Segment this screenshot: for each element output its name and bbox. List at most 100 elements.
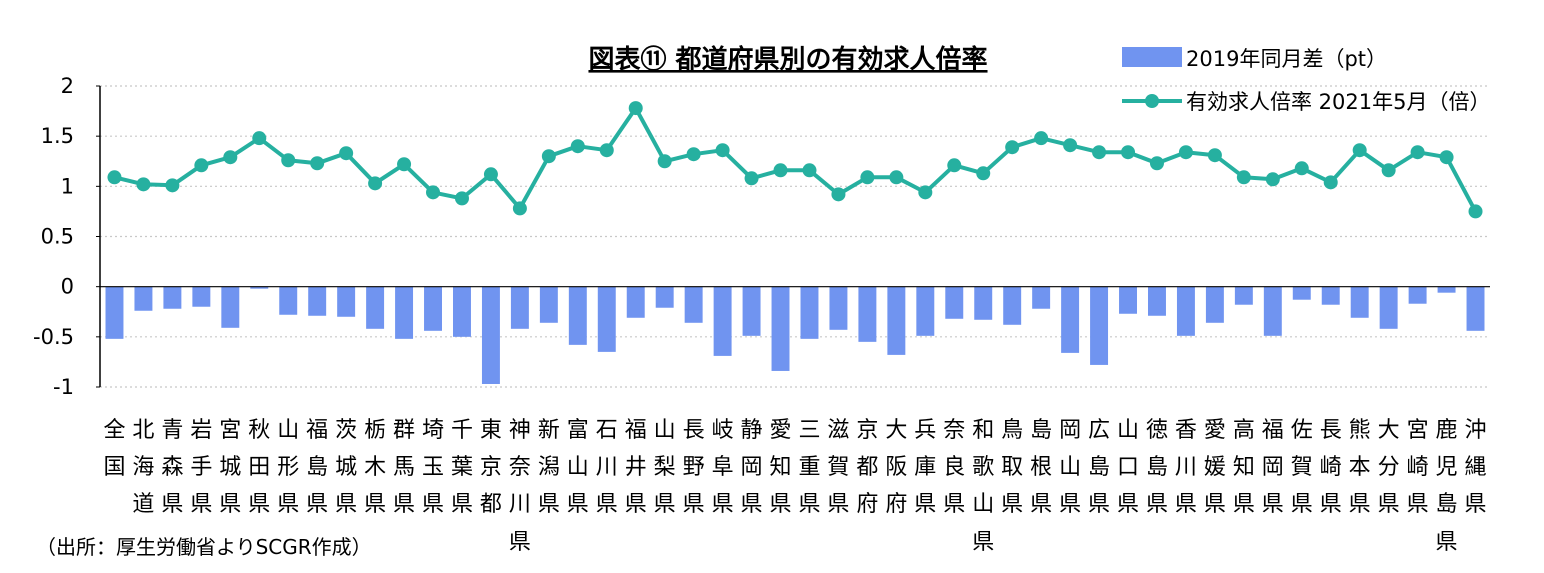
x-tick-label: 和歌山県 [972, 418, 994, 555]
x-tick-label: 東京都 [480, 418, 502, 517]
source-note: （出所：厚生労働省よりSCGR作成） [36, 535, 372, 559]
x-tick-label: 全国 [103, 418, 125, 480]
bar-広島県 [1090, 286, 1109, 365]
bar-奈良県 [945, 286, 964, 319]
x-tick-label: 香川県 [1175, 418, 1197, 517]
x-tick-label: 徳島県 [1146, 418, 1168, 517]
bar-埼玉県 [424, 286, 442, 331]
point-長野県 [686, 147, 701, 162]
bar-大分県 [1379, 286, 1398, 329]
x-tick-label: 青森県 [161, 418, 183, 517]
x-tick-label: 岩手県 [190, 418, 212, 517]
point-山形県 [281, 153, 296, 168]
x-tick-label: 長崎県 [1320, 418, 1342, 517]
point-滋賀県 [831, 187, 846, 202]
bar-series [105, 286, 1485, 384]
bar-福井県 [626, 286, 645, 318]
x-tick-label: 岡山県 [1059, 418, 1081, 517]
x-tick-label: 愛知県 [770, 418, 792, 517]
bar-山梨県 [655, 286, 674, 308]
bar-沖縄県 [1466, 286, 1485, 331]
x-tick-label: 神奈川県 [509, 418, 531, 555]
point-福井県 [628, 101, 643, 116]
y-tick-label: 0.5 [41, 225, 74, 249]
x-tick-label: 富山県 [567, 418, 589, 517]
x-tick-label: 宮崎県 [1407, 418, 1429, 517]
point-千葉県 [454, 191, 469, 206]
bar-京都府 [858, 286, 877, 342]
bar-富山県 [568, 286, 587, 345]
point-徳島県 [1149, 156, 1164, 171]
x-tick-label: 鳥取県 [1001, 418, 1023, 517]
x-tick-label: 愛媛県 [1204, 418, 1226, 517]
point-岩手県 [194, 158, 209, 173]
bar-三重県 [800, 286, 819, 339]
x-tick-label: 長野県 [683, 418, 705, 517]
bar-高知県 [1234, 286, 1253, 305]
x-tick-label: 滋賀県 [827, 418, 849, 517]
x-tick-label: 千葉県 [451, 418, 473, 517]
x-tick-label: 石川県 [596, 418, 618, 517]
point-香川県 [1178, 145, 1193, 160]
bar-佐賀県 [1292, 286, 1311, 300]
x-tick-label: 北海道 [132, 418, 154, 517]
point-埼玉県 [426, 185, 441, 200]
x-tick-label: 秋田県 [248, 418, 270, 517]
category-labels: 全国北海道青森県岩手県宮城県秋田県山形県福島県茨城県栃木県群馬県埼玉県千葉県東京… [103, 418, 1486, 555]
bar-千葉県 [453, 286, 471, 337]
bar-青森県 [163, 286, 182, 309]
x-tick-label: 佐賀県 [1291, 418, 1313, 517]
bar-長野県 [684, 286, 703, 323]
legend-bar-label: 2019年同月差（pt） [1186, 47, 1387, 71]
point-高知県 [1236, 170, 1251, 185]
x-tick-label: 大阪府 [885, 418, 907, 517]
x-tick-label: 沖縄県 [1465, 418, 1487, 517]
x-tick-label: 岐阜県 [712, 418, 734, 517]
point-栃木県 [368, 176, 383, 191]
point-茨城県 [339, 146, 354, 161]
x-tick-label: 福島県 [306, 418, 328, 517]
point-長崎県 [1323, 175, 1338, 190]
x-tick-label: 群馬県 [393, 418, 415, 517]
bar-鳥取県 [1003, 286, 1022, 325]
legend: 2019年同月差（pt） 有効求人倍率 2021年5月（倍） [1122, 47, 1490, 114]
bar-山口県 [1119, 286, 1137, 314]
point-岐阜県 [715, 143, 730, 158]
x-tick-label: 三重県 [798, 418, 820, 517]
point-富山県 [570, 139, 585, 154]
point-石川県 [599, 143, 614, 158]
point-島根県 [1034, 131, 1049, 146]
legend-line-label: 有効求人倍率 2021年5月（倍） [1186, 90, 1490, 114]
point-奈良県 [947, 158, 962, 173]
x-tick-label: 広島県 [1088, 418, 1110, 517]
x-tick-label: 兵庫県 [914, 418, 936, 517]
bar-和歌山県 [974, 286, 993, 320]
point-大分県 [1381, 163, 1396, 178]
x-tick-label: 山口県 [1117, 418, 1139, 517]
point-岡山県 [1063, 138, 1078, 153]
x-tick-label: 福岡県 [1262, 418, 1284, 517]
y-tick-label: 0 [61, 275, 74, 299]
x-tick-label: 山梨県 [654, 418, 676, 517]
point-大阪府 [889, 170, 904, 185]
bar-静岡県 [742, 286, 761, 336]
x-tick-label: 栃木県 [364, 418, 386, 517]
point-群馬県 [397, 157, 412, 172]
y-tick-label: 1 [61, 174, 74, 198]
bar-栃木県 [366, 286, 385, 329]
x-tick-label: 高知県 [1233, 418, 1255, 517]
bar-宮崎県 [1408, 286, 1427, 304]
point-広島県 [1092, 145, 1107, 160]
bar-福島県 [308, 286, 327, 316]
point-山口県 [1121, 145, 1136, 160]
point-沖縄県 [1468, 204, 1483, 219]
y-tick-label: -0.5 [33, 325, 74, 349]
point-山梨県 [657, 154, 672, 169]
bar-全国 [105, 286, 124, 339]
point-宮崎県 [1410, 145, 1425, 160]
bar-宮城県 [221, 286, 240, 328]
point-新潟県 [541, 149, 556, 164]
x-tick-label: 山形県 [277, 418, 299, 517]
point-青森県 [165, 178, 180, 193]
